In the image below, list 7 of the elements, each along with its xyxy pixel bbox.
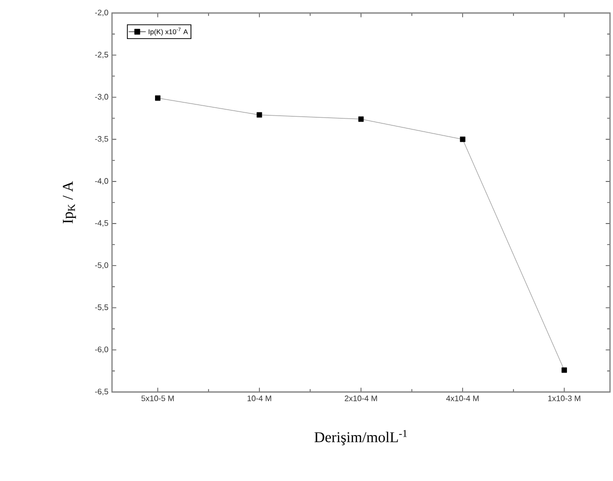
point xyxy=(562,367,567,373)
y-axis-title: Ip$_{K}$ / A xyxy=(62,181,76,224)
point xyxy=(358,116,364,122)
point xyxy=(460,136,466,142)
point xyxy=(155,95,160,101)
point xyxy=(256,112,262,118)
x-axis-title: Derişim/molL$^{-1}$ xyxy=(314,430,407,446)
